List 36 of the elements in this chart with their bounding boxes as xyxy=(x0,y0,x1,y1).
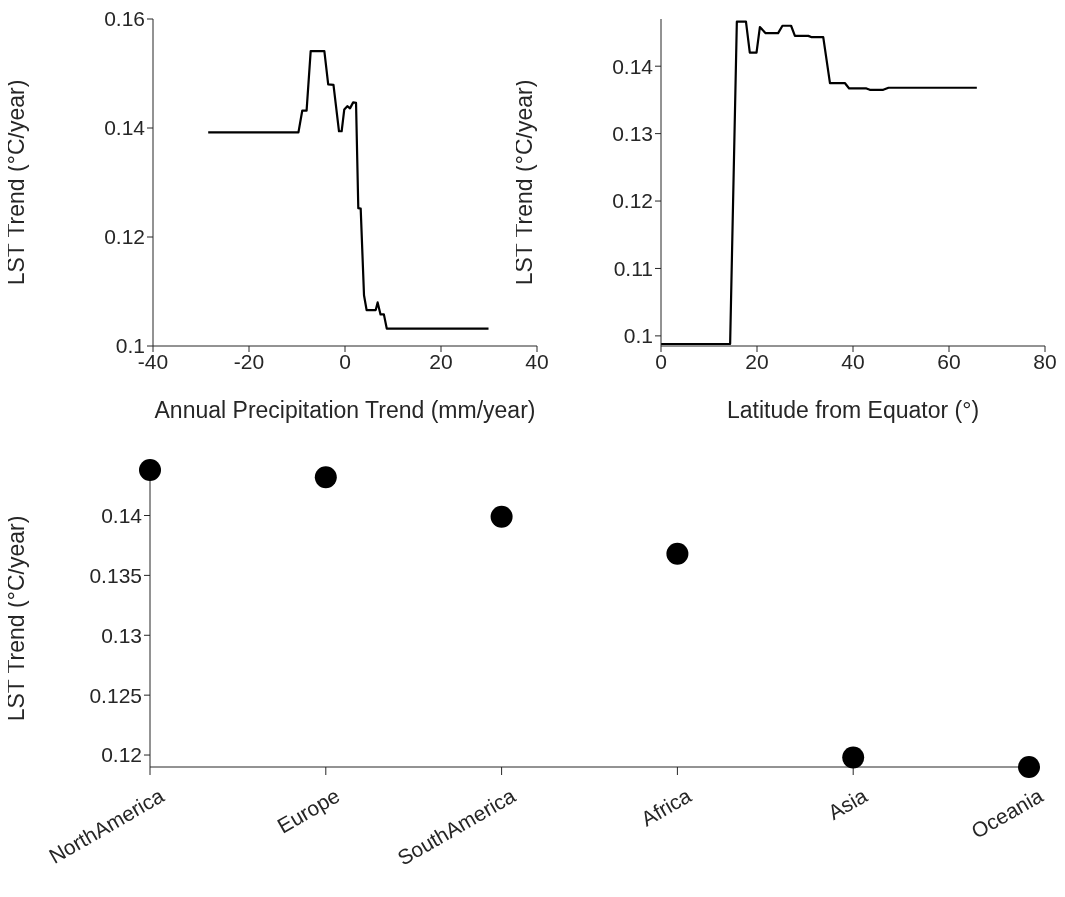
x-tick-label: 40 xyxy=(525,349,549,373)
y-tick-label: 0.11 xyxy=(613,256,653,280)
x-tick-label: Asia xyxy=(823,783,872,825)
x-tick-label: 0 xyxy=(655,349,667,373)
y-axis-title: LST Trend (°C/year) xyxy=(3,79,30,286)
y-tick-label: 0.14 xyxy=(104,116,146,140)
x-tick-label: 20 xyxy=(745,349,769,373)
y-axis-title: LST Trend (°C/year) xyxy=(511,79,538,286)
y-tick-label: 0.12 xyxy=(101,743,142,767)
y-tick-label: 0.13 xyxy=(101,623,142,647)
y-tick-label: 0.1 xyxy=(623,324,653,348)
point xyxy=(314,466,337,489)
x-tick-label: 20 xyxy=(429,349,453,373)
x-tick-label: -20 xyxy=(233,349,265,373)
point xyxy=(139,459,161,481)
x-tick-label: 60 xyxy=(937,349,961,373)
point xyxy=(666,542,689,565)
y-tick-label: 0.14 xyxy=(612,54,654,78)
y-tick-label: 0.125 xyxy=(89,683,142,707)
y-tick-label: 0.16 xyxy=(104,7,145,31)
x-axis-title: Annual Precipitation Trend (mm/year) xyxy=(154,397,536,423)
x-tick-label: Africa xyxy=(637,783,696,831)
line-series xyxy=(207,50,490,330)
y-axis-title: LST Trend (°C/year) xyxy=(3,515,30,722)
point xyxy=(1018,756,1040,778)
x-axis-title: Latitude from Equator (°) xyxy=(726,397,980,423)
point xyxy=(842,746,865,769)
x-tick-label: 0 xyxy=(339,349,351,373)
y-tick-label: 0.13 xyxy=(612,122,653,146)
x-tick-label: 40 xyxy=(841,349,865,373)
x-tick-label: 80 xyxy=(1033,349,1057,373)
point xyxy=(490,505,513,528)
y-tick-label: 0.12 xyxy=(612,189,653,213)
y-tick-label: 0.14 xyxy=(101,503,143,527)
y-tick-label: 0.12 xyxy=(104,225,145,249)
y-tick-label: 0.135 xyxy=(89,563,142,587)
